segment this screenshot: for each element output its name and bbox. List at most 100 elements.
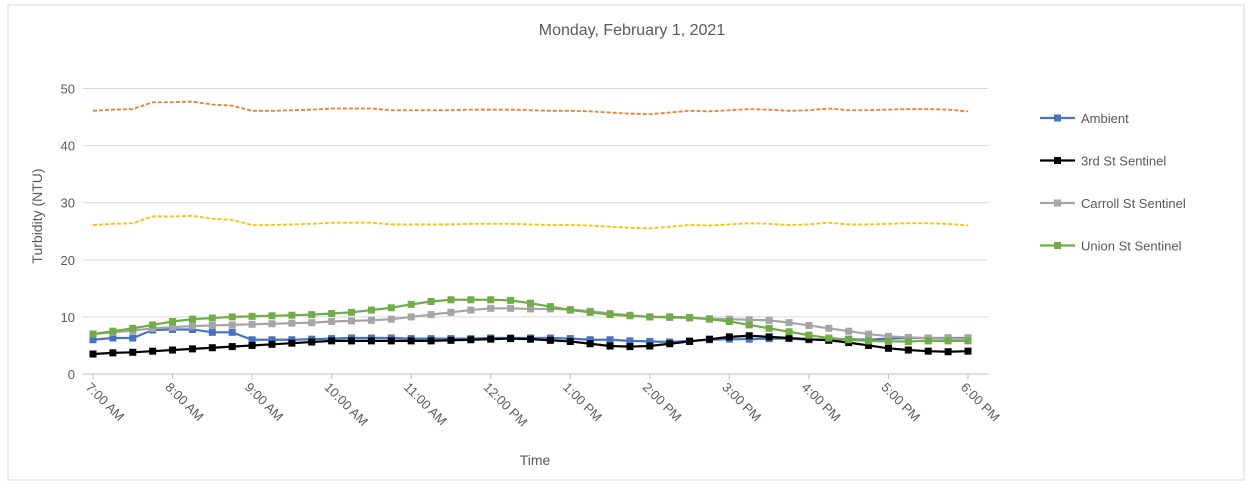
point-marker [964, 337, 972, 345]
y-tick-label: 50 [61, 82, 75, 97]
point-marker [169, 323, 177, 331]
point-marker [447, 308, 455, 316]
point-marker [129, 348, 137, 356]
chart-title: Monday, February 1, 2021 [539, 22, 726, 39]
point-marker [527, 335, 534, 343]
point-marker [188, 315, 196, 323]
point-marker [248, 341, 256, 349]
point-marker [467, 296, 475, 304]
point-marker [626, 343, 634, 351]
point-marker [149, 321, 157, 329]
point-marker [268, 320, 276, 328]
legend-marker [1054, 114, 1061, 122]
point-marker [109, 349, 117, 357]
point-marker [606, 311, 614, 319]
point-marker [646, 337, 654, 345]
point-marker [745, 316, 753, 324]
point-marker [705, 315, 713, 323]
point-marker [507, 304, 515, 312]
point-marker [865, 341, 873, 349]
point-marker [586, 308, 594, 316]
point-marker [546, 336, 554, 344]
point-marker [765, 333, 773, 341]
point-marker [248, 320, 256, 328]
chart-frame [7, 4, 1245, 481]
point-marker [268, 312, 276, 320]
point-marker [447, 296, 455, 304]
point-marker [805, 335, 813, 343]
point-marker [825, 334, 833, 342]
x-axis-label: Time [520, 452, 551, 468]
point-marker [328, 337, 336, 345]
point-marker [884, 344, 892, 352]
dashed-line [92, 214, 969, 230]
point-marker [109, 334, 117, 342]
point-marker [686, 313, 694, 321]
point-marker [447, 336, 455, 344]
dashed-line [92, 100, 969, 116]
point-marker [944, 337, 952, 345]
point-marker [169, 317, 177, 325]
point-marker [308, 338, 316, 346]
point-marker [407, 313, 415, 321]
point-marker [904, 333, 912, 341]
point-marker [407, 337, 415, 345]
point-marker [865, 330, 873, 338]
point-marker [646, 342, 654, 350]
legend-label: Union St Sentinel [1081, 239, 1182, 254]
point-marker [288, 319, 296, 327]
legend-label: Ambient [1081, 111, 1129, 126]
point-marker [308, 311, 316, 319]
y-tick-label: 10 [61, 310, 75, 325]
point-marker [188, 322, 196, 330]
point-marker [208, 314, 216, 322]
point-marker [884, 337, 892, 345]
point-marker [109, 327, 117, 335]
point-marker [487, 296, 495, 304]
point-marker [467, 336, 475, 344]
point-marker [348, 337, 356, 345]
point-marker [89, 350, 97, 358]
legend-label: 3rd St Sentinel [1081, 154, 1166, 169]
point-marker [149, 347, 157, 355]
y-axis-label: Turbidity (NTU) [29, 168, 45, 263]
point-marker [785, 328, 793, 336]
point-marker [228, 313, 236, 321]
point-marker [367, 337, 375, 345]
point-marker [387, 337, 395, 345]
point-marker [964, 347, 972, 355]
point-marker [129, 334, 137, 342]
point-marker [884, 332, 892, 340]
point-marker [765, 324, 773, 332]
point-marker [546, 303, 554, 311]
point-marker [845, 336, 853, 344]
y-tick-label: 40 [61, 139, 75, 154]
point-marker [188, 345, 196, 353]
point-marker [666, 313, 674, 321]
point-marker [129, 324, 137, 332]
point-marker [825, 324, 833, 332]
point-marker [427, 297, 435, 305]
point-marker [725, 317, 733, 325]
point-marker [89, 330, 97, 338]
point-marker [89, 336, 97, 344]
point-marker [169, 346, 177, 354]
legend-label: Carroll St Sentinel [1081, 196, 1186, 211]
point-marker [904, 337, 912, 345]
point-marker [865, 337, 873, 345]
point-marker [348, 308, 356, 316]
point-marker [646, 313, 654, 321]
point-marker [288, 339, 296, 347]
point-marker [924, 337, 932, 345]
point-marker [845, 327, 853, 335]
point-marker [328, 309, 336, 317]
point-marker [686, 337, 694, 345]
point-marker [606, 342, 614, 350]
point-marker [805, 331, 813, 339]
point-marker [666, 340, 674, 348]
point-marker [427, 337, 435, 345]
y-tick-label: 30 [61, 196, 75, 211]
point-marker [606, 336, 614, 344]
point-marker [705, 335, 713, 343]
